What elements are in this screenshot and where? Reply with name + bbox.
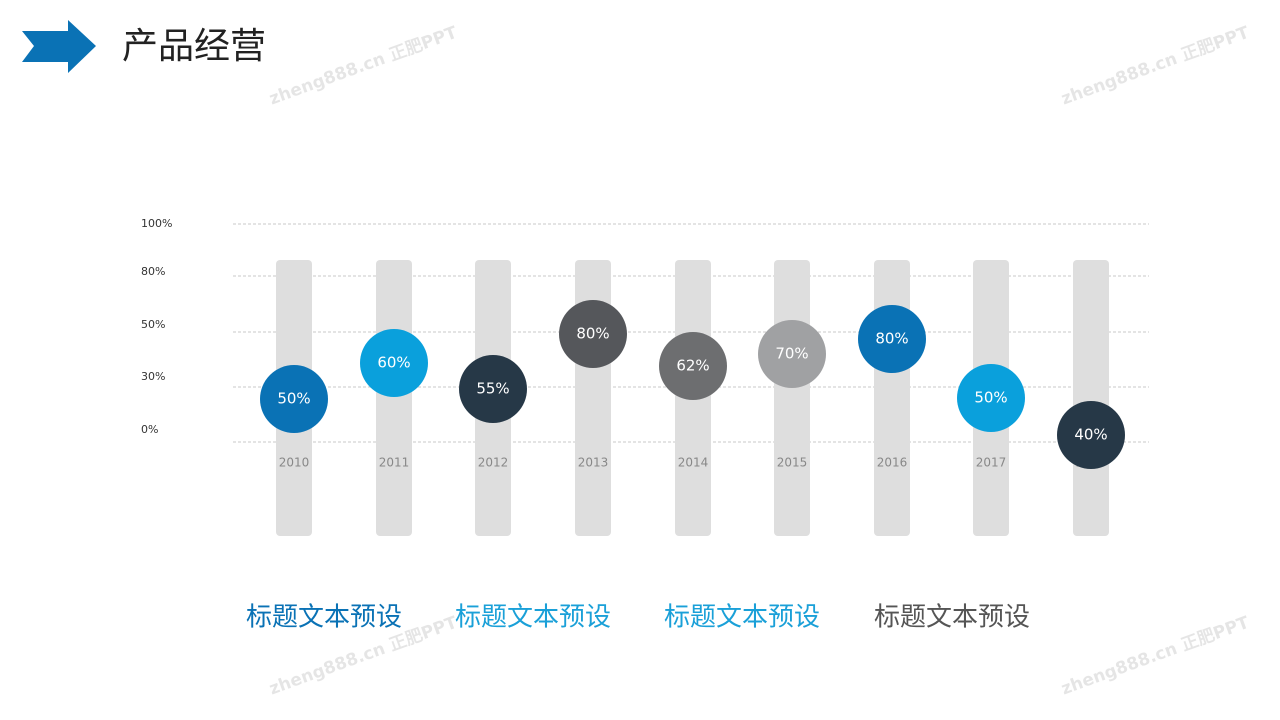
year-label: 2012 <box>478 456 509 470</box>
watermark: zheng888.cn 正肥PPT <box>267 23 461 110</box>
column-track <box>1073 260 1109 536</box>
value-circle <box>360 329 428 397</box>
value-label: 62% <box>676 357 709 375</box>
axis-label: 30% <box>141 370 165 383</box>
caption: 标题文本预设 <box>874 603 1030 633</box>
year-label: 2017 <box>976 456 1007 470</box>
axis-label: 80% <box>141 265 165 278</box>
value-circle <box>1057 401 1125 469</box>
year-label: 2013 <box>578 456 609 470</box>
column-track <box>376 260 412 536</box>
arrow-icon <box>22 20 96 73</box>
year-label: 2011 <box>379 456 410 470</box>
value-circle <box>858 305 926 373</box>
value-label: 40% <box>1074 426 1107 444</box>
value-label: 80% <box>576 325 609 343</box>
axis-label: 50% <box>141 318 165 331</box>
axis-label: 100% <box>141 217 172 230</box>
value-label: 60% <box>377 354 410 372</box>
value-circle <box>260 365 328 433</box>
year-label: 2015 <box>777 456 808 470</box>
value-label: 50% <box>974 389 1007 407</box>
value-circle <box>459 355 527 423</box>
watermark: zheng888.cn 正肥PPT <box>1059 23 1253 110</box>
value-circle <box>957 364 1025 432</box>
year-label: 2014 <box>678 456 709 470</box>
column-track <box>774 260 810 536</box>
value-circle <box>758 320 826 388</box>
slide-title: 产品经营 <box>122 26 266 67</box>
value-label: 50% <box>277 390 310 408</box>
value-circle <box>659 332 727 400</box>
caption: 标题文本预设 <box>455 603 611 633</box>
column-track <box>874 260 910 536</box>
watermark: zheng888.cn 正肥PPT <box>1059 613 1253 700</box>
axis-label: 0% <box>141 423 158 436</box>
year-label: 2016 <box>877 456 908 470</box>
value-label: 55% <box>476 380 509 398</box>
value-label: 80% <box>875 330 908 348</box>
year-label: 2010 <box>279 456 310 470</box>
value-circle <box>559 300 627 368</box>
caption: 标题文本预设 <box>246 603 402 633</box>
value-label: 70% <box>775 345 808 363</box>
caption: 标题文本预设 <box>664 603 820 633</box>
